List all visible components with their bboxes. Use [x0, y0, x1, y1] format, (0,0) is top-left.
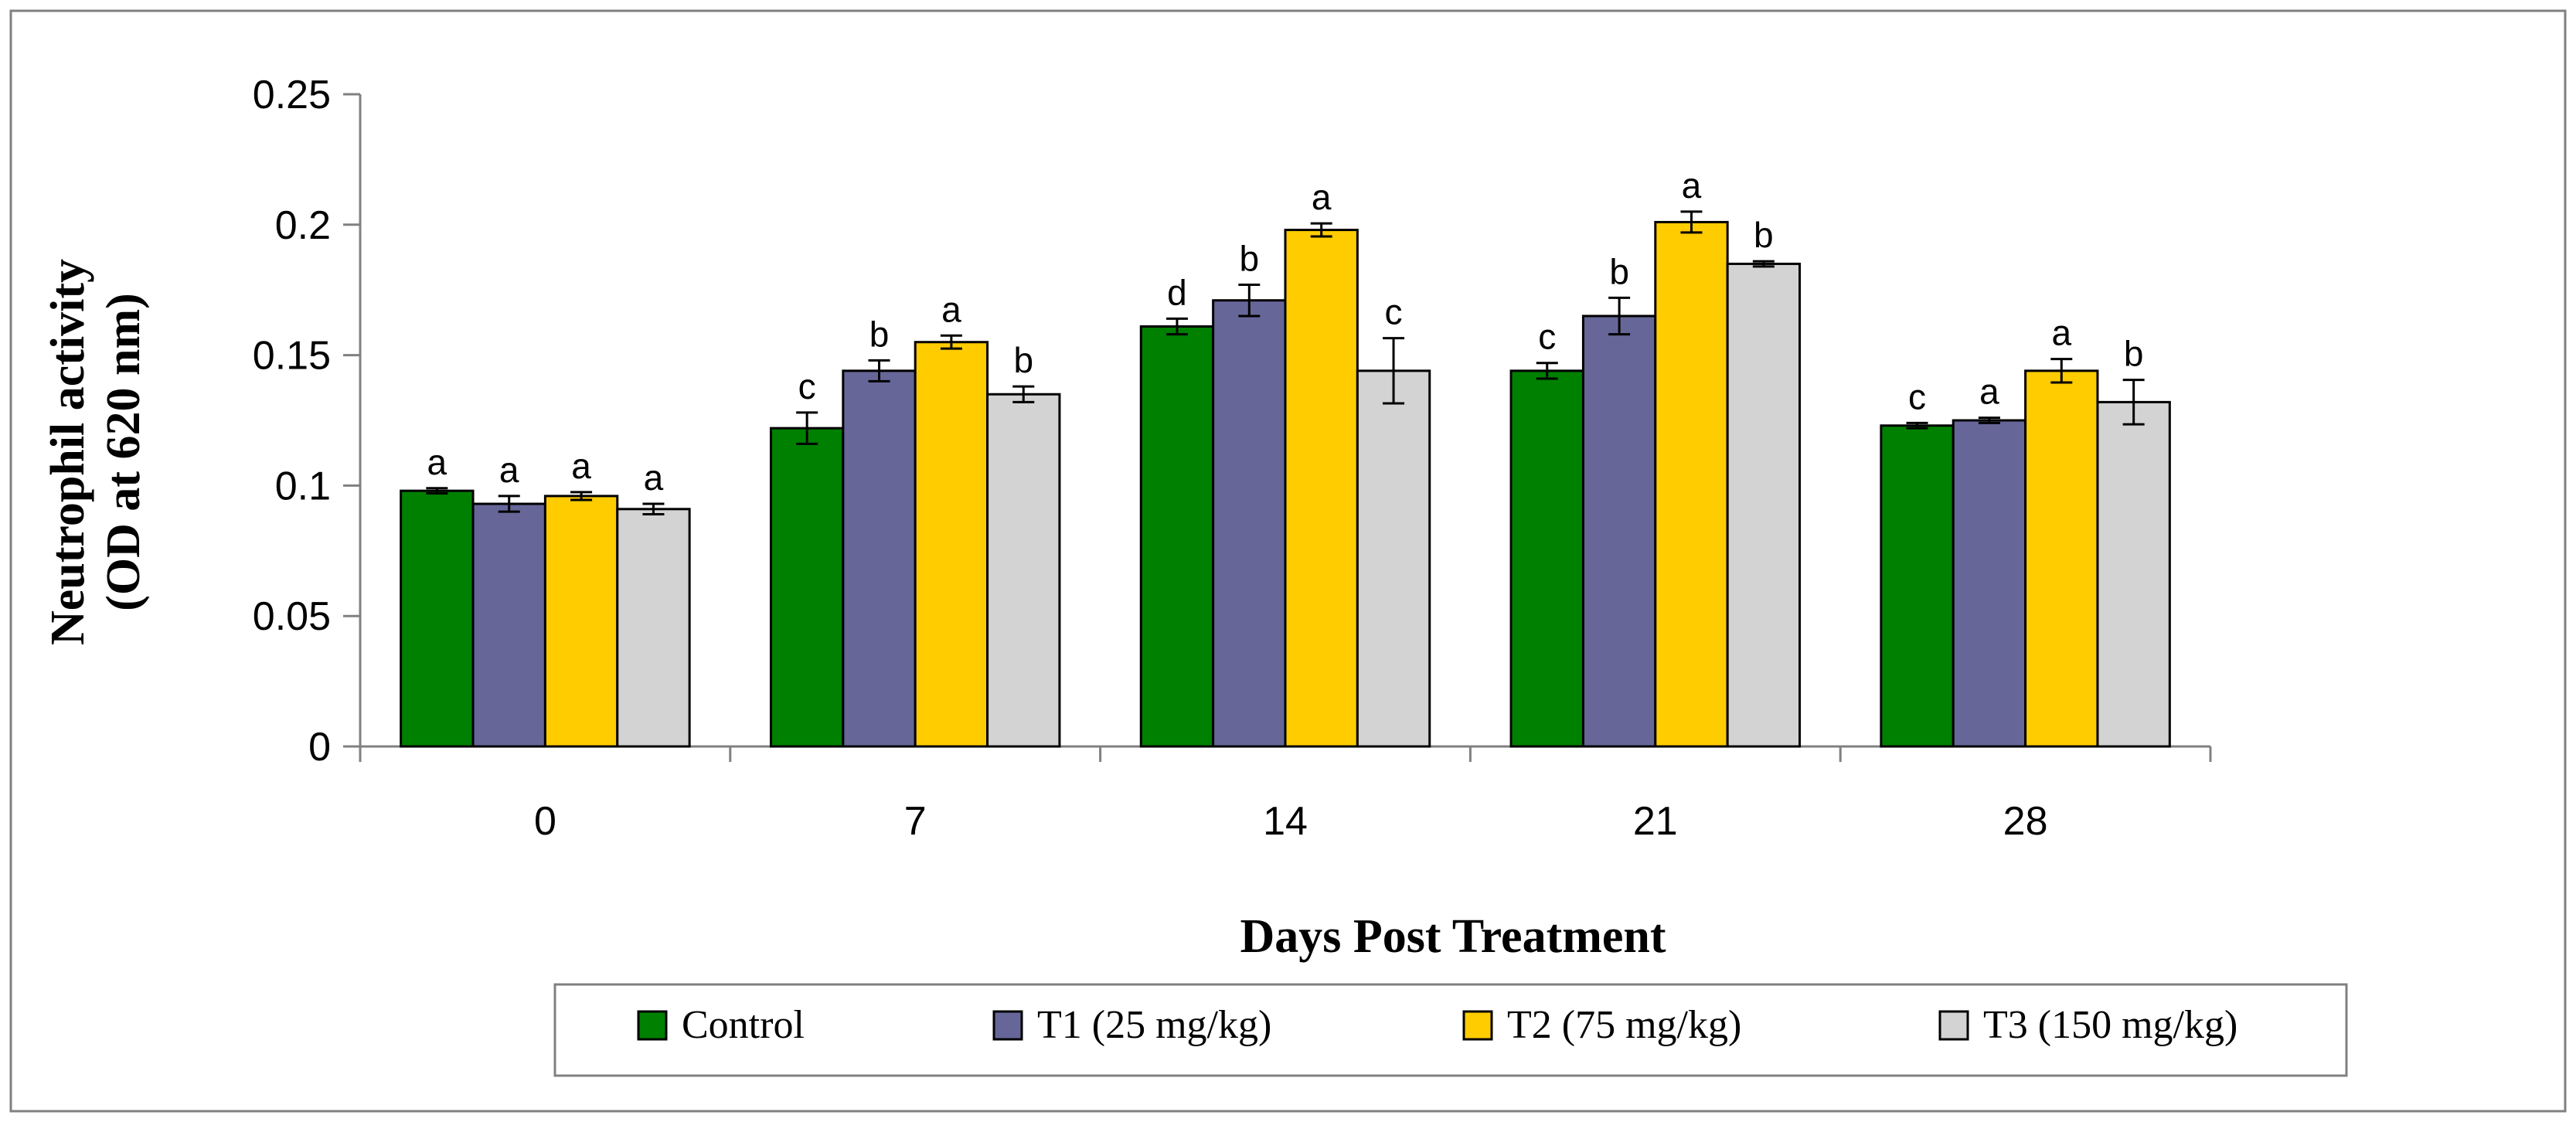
bars: [400, 220, 2171, 748]
y-tick-label: 0.15: [253, 334, 331, 379]
bar: [616, 508, 691, 748]
y-tick-label: 0.25: [253, 73, 331, 117]
legend-frame: [553, 983, 2348, 1077]
legend-label: Control: [682, 1003, 805, 1047]
significance-letter: b: [1609, 251, 1629, 291]
legend-swatch: [1462, 1010, 1493, 1041]
x-tick-label: 7: [904, 799, 927, 844]
significance-letter: a: [2051, 313, 2071, 353]
x-tick-label: 0: [534, 799, 556, 844]
significance-letter: b: [1240, 238, 1260, 278]
legend-swatch: [992, 1010, 1023, 1041]
bar: [1952, 419, 2027, 748]
bar: [1726, 262, 1802, 748]
bar: [986, 393, 1061, 748]
significance-letter: a: [571, 446, 591, 486]
bar: [769, 427, 845, 748]
significance-letter: a: [499, 450, 519, 490]
y-axis-title-line1: Neutrophil activity: [42, 259, 94, 645]
significance-letter: c: [1908, 376, 1926, 416]
legend-label: T1 (25 mg/kg): [1037, 1003, 1271, 1047]
significance-letter: b: [869, 314, 890, 354]
bar: [1654, 220, 1729, 748]
bar: [471, 502, 546, 748]
significance-letter: a: [1979, 372, 1999, 412]
legend: Control T1 (25 mg/kg) T2 (75 mg/kg) T3 (150…: [553, 983, 2348, 1077]
x-axis-title: Days Post Treatment: [1240, 910, 1666, 963]
y-tick-label: 0.2: [275, 203, 331, 248]
error-bars: [426, 210, 2145, 516]
bar: [1139, 325, 1215, 748]
significance-letter: a: [1682, 165, 1702, 206]
significance-labels: a c d c c a b b b a a a a a a a b c b b: [427, 165, 2144, 498]
bar: [1356, 369, 1431, 748]
significance-letter: b: [2124, 334, 2144, 374]
bar: [1581, 314, 1657, 748]
legend-swatch: [637, 1010, 668, 1041]
legend-label: T2 (75 mg/kg): [1507, 1003, 1741, 1047]
y-axis-title-line2: (OD at 620 nm): [97, 293, 150, 611]
x-tick-label: 14: [1263, 799, 1308, 844]
bar: [1880, 424, 1955, 748]
bar: [1509, 369, 1584, 748]
y-axis: 0 0.05 0.1 0.15 0.2 0.25: [253, 73, 362, 770]
x-tick-label: 28: [2003, 799, 2048, 844]
significance-letter: d: [1167, 272, 1187, 312]
bar: [400, 489, 475, 748]
y-axis-title: Neutrophil activity (OD at 620 nm): [42, 259, 150, 645]
y-tick-label: 0.1: [275, 464, 331, 508]
significance-letter: c: [798, 366, 816, 406]
x-tick-label: 21: [1633, 799, 1678, 844]
bar: [1212, 299, 1287, 748]
significance-letter: a: [427, 442, 447, 482]
legend-swatch: [1938, 1010, 1969, 1041]
bar: [1284, 229, 1359, 748]
significance-letter: c: [1385, 292, 1403, 332]
significance-letter: a: [644, 457, 664, 498]
bar: [543, 495, 619, 748]
bar: [2024, 369, 2099, 748]
bar: [2096, 400, 2171, 748]
significance-letter: a: [1312, 177, 1332, 217]
y-tick-label: 0: [308, 725, 331, 770]
legend-label: T3 (150 mg/kg): [1983, 1003, 2237, 1047]
significance-letter: c: [1538, 317, 1556, 357]
significance-letter: b: [1754, 215, 1774, 255]
bar: [914, 341, 989, 748]
significance-letter: b: [1013, 340, 1033, 380]
y-tick-label: 0.05: [253, 594, 331, 639]
bar: [842, 369, 917, 748]
significance-letter: a: [941, 289, 961, 329]
